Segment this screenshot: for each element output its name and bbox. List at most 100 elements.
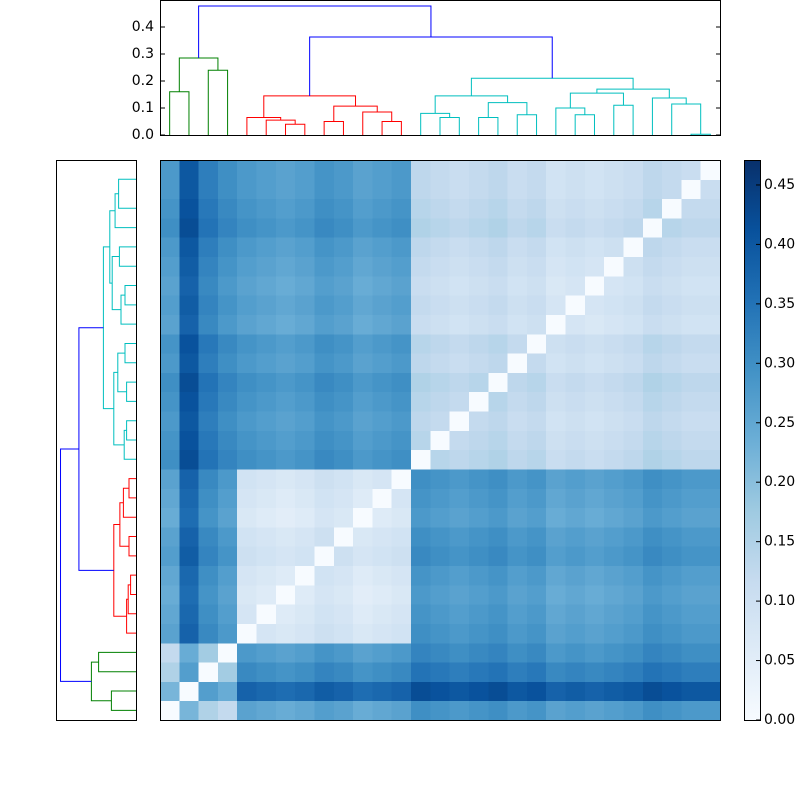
heatmap-cell (411, 700, 431, 721)
heatmap-cell (546, 179, 567, 200)
heatmap-cell (584, 430, 605, 451)
heatmap-cell (623, 237, 644, 258)
heatmap-cell (700, 411, 721, 431)
heatmap-cell (160, 604, 180, 624)
heatmap-cell (584, 372, 605, 393)
heatmap-cell (256, 488, 277, 509)
heatmap-cell (411, 642, 431, 663)
heatmap-cell (662, 546, 682, 567)
heatmap-cell (546, 430, 567, 451)
colorbar-tick-label: 0.35 (764, 296, 795, 312)
heatmap-cell (681, 198, 702, 219)
heatmap-cell (449, 160, 470, 180)
heatmap-cell (295, 565, 315, 586)
heatmap-cell (642, 256, 663, 277)
heatmap-cell (700, 681, 721, 702)
heatmap-cell (449, 488, 470, 509)
heatmap-cell (160, 681, 180, 702)
heatmap-cell (700, 160, 721, 180)
heatmap-cell (391, 449, 412, 470)
heatmap-cell (604, 333, 624, 354)
heatmap-cell (700, 565, 721, 586)
heatmap-cell (526, 411, 547, 431)
heatmap-cell (179, 217, 200, 238)
heatmap-cell (604, 623, 624, 644)
colorbar-tick-label: 0.05 (764, 653, 795, 669)
heatmap-cell (565, 198, 586, 219)
heatmap-cell (256, 217, 277, 238)
dendrogram-link (126, 381, 137, 402)
heatmap-cell (507, 642, 528, 663)
heatmap-cell (700, 468, 721, 489)
heatmap-cell (391, 198, 412, 219)
heatmap-cell (449, 372, 470, 393)
heatmap-cell (430, 623, 451, 644)
heatmap-cell (256, 623, 277, 644)
heatmap-cell (391, 237, 412, 258)
heatmap-cell (700, 179, 721, 200)
heatmap-cell (275, 623, 296, 644)
heatmap-cell (391, 275, 412, 296)
heatmap-cell (526, 526, 547, 547)
dendrogram-link (263, 95, 357, 118)
dendrogram-link (207, 69, 229, 135)
dendrogram-link (120, 294, 137, 325)
heatmap-cell (237, 198, 258, 219)
heatmap-cell (604, 507, 624, 528)
heatmap-cell (333, 430, 354, 451)
heatmap-cell (372, 700, 393, 721)
heatmap-cell (604, 662, 624, 682)
heatmap-cell (430, 430, 451, 451)
heatmap-cell (468, 662, 489, 682)
heatmap-cell (488, 179, 509, 200)
dendrogram-link (333, 105, 378, 122)
heatmap-cell (449, 565, 470, 586)
heatmap-cell (546, 468, 567, 489)
heatmap-cell (160, 507, 180, 528)
heatmap-cell (584, 662, 605, 682)
heatmap-cell (391, 256, 412, 277)
heatmap-cell (217, 565, 238, 586)
heatmap-cell (275, 468, 296, 489)
heatmap-cell (565, 256, 586, 277)
heatmap-cell (604, 314, 624, 335)
heatmap-cell (507, 411, 528, 431)
heatmap-cell (179, 372, 200, 393)
heatmap-cell (411, 623, 431, 644)
heatmap-cell (372, 198, 393, 219)
heatmap-cell (546, 160, 567, 180)
heatmap-cell (314, 198, 335, 219)
heatmap-cell (681, 681, 702, 702)
heatmap-cell (275, 333, 296, 354)
heatmap-cell (179, 507, 200, 528)
heatmap-cell (314, 662, 335, 682)
heatmap-cell (333, 275, 354, 296)
heatmap-cell (391, 565, 412, 586)
heatmap-cell (391, 430, 412, 451)
heatmap-cell (546, 237, 567, 258)
heatmap-cell (353, 411, 373, 431)
heatmap-cell (662, 604, 682, 624)
heatmap-cell (565, 333, 586, 354)
heatmap-cell (179, 314, 200, 335)
heatmap-cell (295, 584, 315, 605)
heatmap-cell (237, 314, 258, 335)
heatmap-cell (353, 468, 373, 489)
heatmap-cell (681, 295, 702, 315)
heatmap-cell (642, 507, 663, 528)
heatmap-cell (333, 623, 354, 644)
heatmap-cell (488, 372, 509, 393)
heatmap-cell (295, 700, 315, 721)
heatmap-cell (275, 507, 296, 528)
heatmap-cell (217, 584, 238, 605)
heatmap-cell (391, 604, 412, 624)
heatmap-cell (295, 623, 315, 644)
heatmap-cell (237, 256, 258, 277)
heatmap-cell (256, 411, 277, 431)
heatmap-cell (198, 584, 219, 605)
heatmap-cell (604, 391, 624, 412)
heatmap-cell (237, 681, 258, 702)
heatmap-cell (333, 372, 354, 393)
heatmap-cell (198, 391, 219, 412)
heatmap-cell (179, 391, 200, 412)
